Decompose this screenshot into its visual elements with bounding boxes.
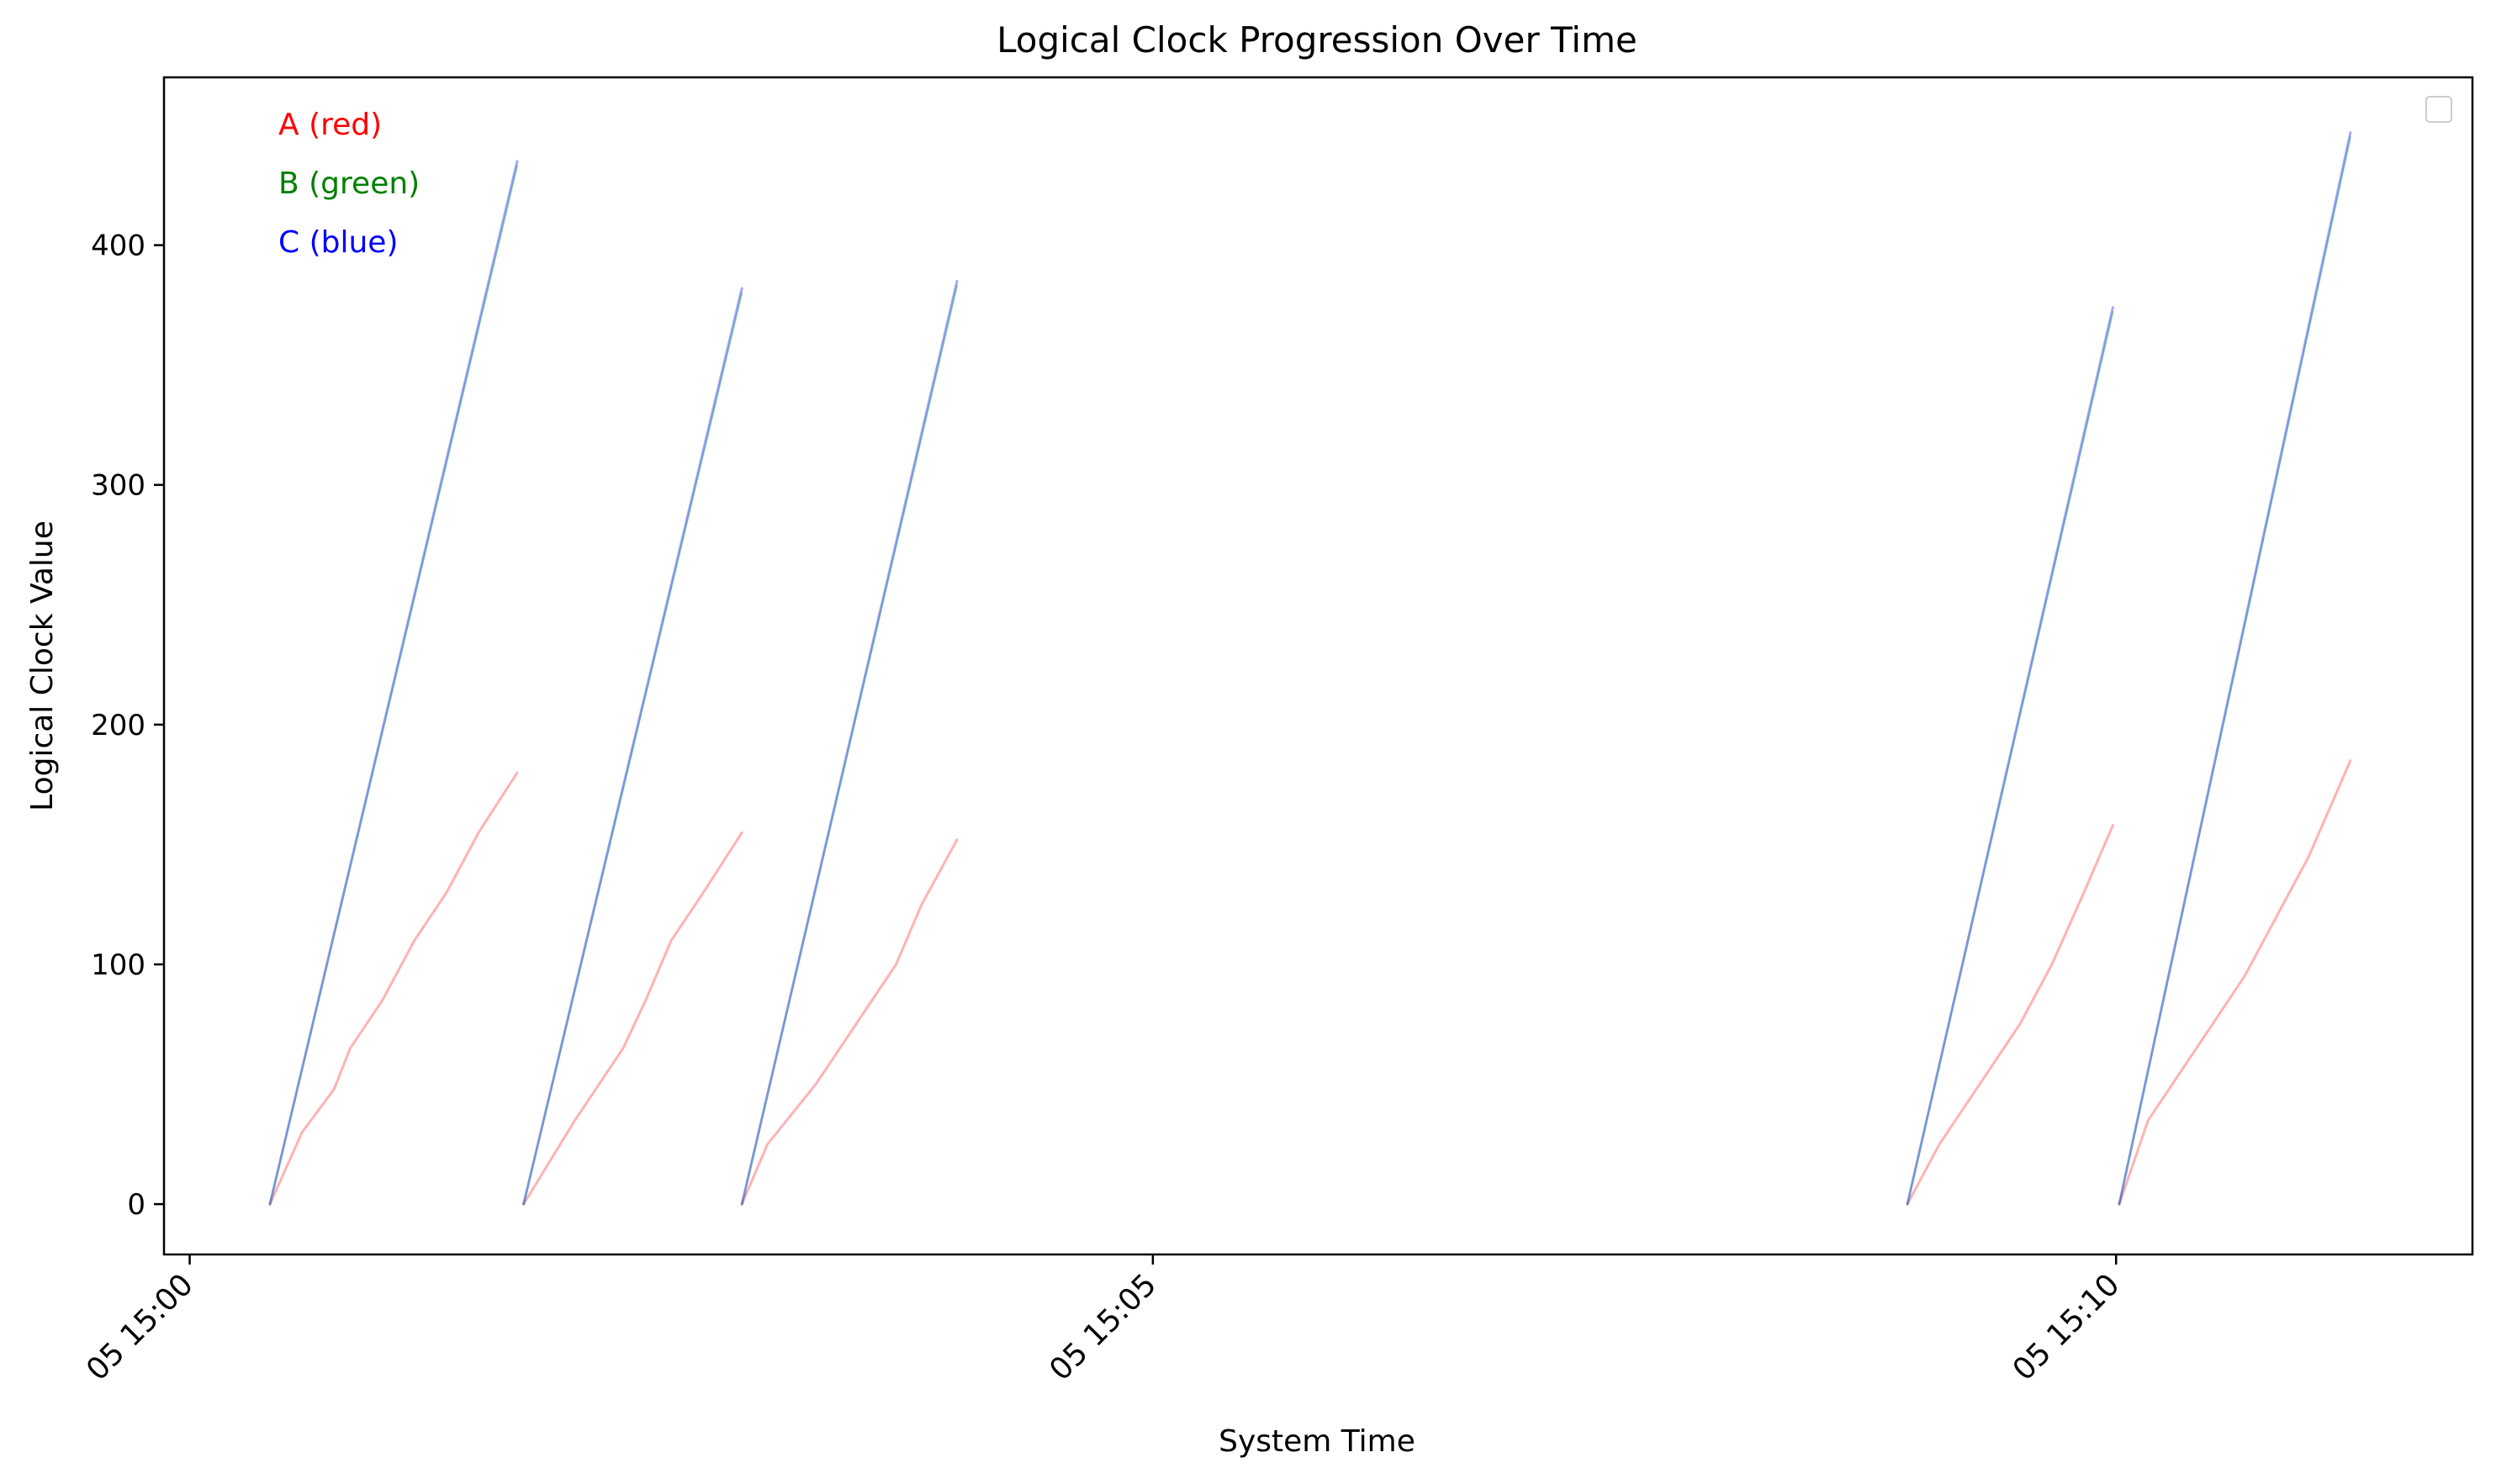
y-axis-label: Logical Clock Value xyxy=(25,520,60,811)
series-1-run-2 xyxy=(740,284,959,1206)
plot-area xyxy=(268,131,2352,1206)
legend-box xyxy=(2425,96,2452,123)
x-axis-label: System Time xyxy=(1219,1424,1415,1459)
x-tick-label: 05 15:05 xyxy=(1043,1267,1163,1387)
x-tick-label: 05 15:10 xyxy=(2007,1267,2127,1387)
chart-title: Logical Clock Progression Over Time xyxy=(997,19,1637,61)
series-1-run-3 xyxy=(1906,311,2114,1206)
series-0-run-3 xyxy=(1906,824,2114,1206)
series-2-run-2 xyxy=(740,279,959,1206)
series-2-run-0 xyxy=(268,160,519,1206)
series-0-run-2 xyxy=(740,838,959,1206)
series-1-run-1 xyxy=(522,292,743,1206)
series-0-run-0 xyxy=(268,771,519,1206)
series-annotations: A (red) B (green) C (blue) xyxy=(278,108,420,260)
y-tick-label: 100 xyxy=(91,948,145,982)
series-annotation: A (red) xyxy=(278,108,382,142)
y-tick-label: 0 xyxy=(127,1188,145,1222)
axis-ticks: 0 100 200 300 400 05 15:00 05 15:05 05 15:10 xyxy=(80,230,2127,1388)
series-0-run-4 xyxy=(2118,759,2352,1206)
plot-frame xyxy=(162,76,2474,1256)
series-1-run-0 xyxy=(268,165,519,1206)
x-tick-label: 05 15:00 xyxy=(80,1267,200,1387)
series-2-run-3 xyxy=(1906,306,2114,1206)
series-2-run-4 xyxy=(2118,131,2352,1206)
series-annotation: C (blue) xyxy=(278,225,399,260)
series-2-run-1 xyxy=(522,287,743,1206)
y-tick-label: 400 xyxy=(91,230,145,263)
series-annotation: B (green) xyxy=(278,166,420,201)
y-tick-label: 200 xyxy=(91,709,145,742)
y-tick-label: 300 xyxy=(91,469,145,503)
series-1-run-4 xyxy=(2118,136,2352,1206)
series-0-run-1 xyxy=(522,831,743,1206)
